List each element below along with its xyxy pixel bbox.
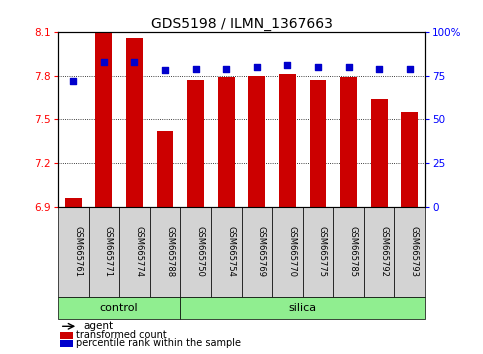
Bar [364, 207, 395, 297]
Point [406, 66, 413, 72]
Point [70, 78, 77, 84]
Point [192, 66, 199, 72]
Point [100, 59, 108, 64]
Bar [180, 207, 211, 297]
Bar [60, 332, 72, 339]
Point [284, 62, 291, 68]
Bar [340, 77, 357, 207]
Bar [371, 99, 387, 207]
Point [161, 68, 169, 73]
Text: GSM665788: GSM665788 [165, 226, 174, 278]
Bar [65, 198, 82, 207]
Point [130, 59, 138, 64]
Bar [248, 76, 265, 207]
Point [345, 64, 353, 70]
Point [314, 64, 322, 70]
Bar [156, 131, 173, 207]
Bar [187, 80, 204, 207]
Text: GSM665770: GSM665770 [287, 227, 297, 278]
Text: agent: agent [84, 321, 114, 331]
Text: GSM665774: GSM665774 [134, 227, 143, 278]
Text: GSM665769: GSM665769 [257, 227, 266, 278]
Bar [150, 207, 180, 297]
Text: transformed count: transformed count [76, 330, 167, 340]
Bar [242, 207, 272, 297]
Text: GSM665785: GSM665785 [349, 227, 357, 278]
Bar [119, 207, 150, 297]
Text: percentile rank within the sample: percentile rank within the sample [76, 338, 242, 348]
Bar [60, 340, 72, 347]
Point [222, 66, 230, 72]
Text: silica: silica [289, 303, 317, 313]
Bar [126, 38, 143, 207]
Text: GSM665775: GSM665775 [318, 227, 327, 278]
Bar [333, 207, 364, 297]
Text: GSM665750: GSM665750 [196, 227, 205, 277]
Point [375, 66, 383, 72]
Bar [310, 80, 327, 207]
Bar [272, 207, 303, 297]
Point [253, 64, 261, 70]
Bar [180, 297, 425, 319]
Title: GDS5198 / ILMN_1367663: GDS5198 / ILMN_1367663 [151, 17, 332, 31]
Bar [88, 207, 119, 297]
Text: control: control [100, 303, 139, 313]
Bar [96, 33, 112, 207]
Bar [58, 297, 180, 319]
Text: GSM665771: GSM665771 [104, 227, 113, 278]
Bar [395, 207, 425, 297]
Bar [401, 112, 418, 207]
Text: GSM665754: GSM665754 [226, 227, 235, 277]
Text: GSM665793: GSM665793 [410, 227, 419, 278]
Text: GSM665761: GSM665761 [73, 227, 82, 278]
Bar [279, 74, 296, 207]
Bar [303, 207, 333, 297]
Text: GSM665792: GSM665792 [379, 227, 388, 277]
Bar [218, 77, 235, 207]
Bar [211, 207, 242, 297]
Bar [58, 207, 88, 297]
